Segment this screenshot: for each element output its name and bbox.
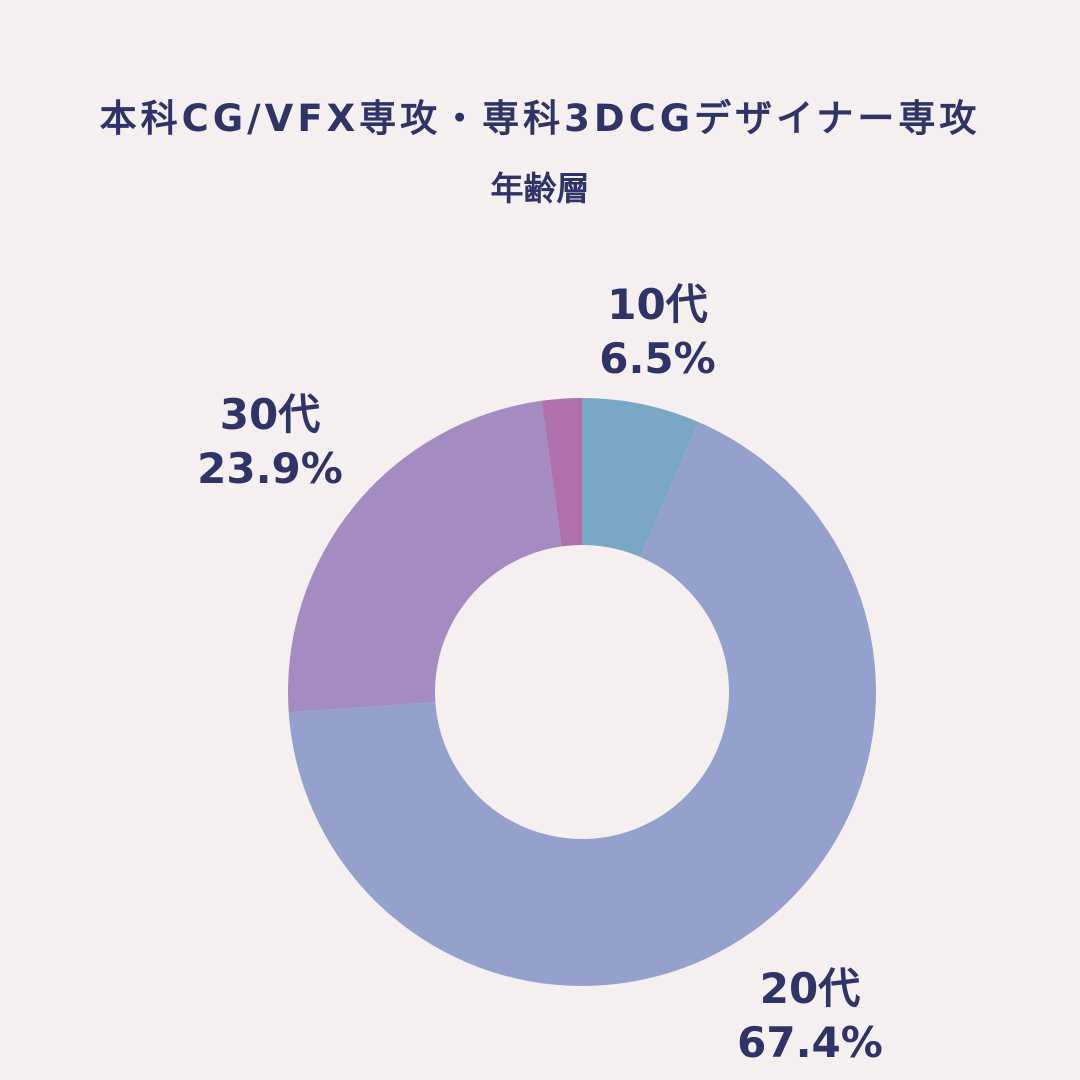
chart-subtitle: 年齢層: [490, 169, 590, 208]
donut-slice-other: [541, 398, 582, 547]
slice-label-20s: 20代 67.4%: [725, 962, 895, 1070]
slice-label-10s-name: 10代: [607, 280, 708, 329]
slice-label-30s-value: 23.9%: [197, 444, 343, 493]
slice-label-10s-value: 6.5%: [599, 334, 716, 383]
slice-label-20s-value: 67.4%: [737, 1018, 883, 1067]
chart-title: 本科CG/VFX専攻・専科3DCGデザイナー専攻: [99, 97, 981, 140]
slice-label-20s-name: 20代: [759, 964, 861, 1013]
donut-slice-10s: [582, 398, 699, 558]
slice-label-30s: 30代 23.9%: [180, 388, 360, 496]
slice-label-10s: 10代 6.5%: [575, 278, 740, 386]
donut-slice-30s: [288, 400, 562, 713]
donut-slice-20s: [288, 422, 877, 987]
slice-label-30s-name: 30代: [219, 390, 321, 439]
